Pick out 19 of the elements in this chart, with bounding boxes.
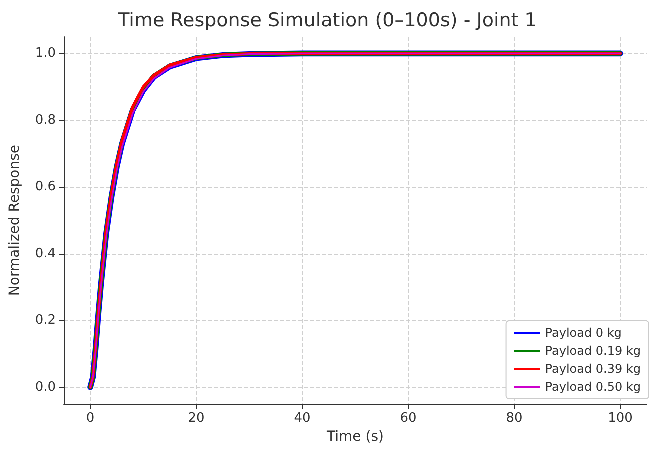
y-tick-label: 0.2 xyxy=(35,313,56,328)
x-axis-title: Time (s) xyxy=(326,429,384,445)
chart-title: Time Response Simulation (0–100s) - Joint 1 xyxy=(117,10,537,32)
y-tick-label: 0.6 xyxy=(35,180,56,195)
x-tick-label: 40 xyxy=(294,411,311,426)
y-tick-label: 0.8 xyxy=(35,112,56,128)
x-tick-label: 20 xyxy=(188,411,205,426)
x-tick-label: 60 xyxy=(400,411,417,426)
x-tick-label: 100 xyxy=(608,411,633,426)
y-tick-label: 0.0 xyxy=(35,380,56,395)
y-axis-title: Normalized Response xyxy=(7,145,23,296)
legend-label: Payload 0 kg xyxy=(545,326,622,340)
y-tick-label: 1.0 xyxy=(35,46,56,62)
x-tick-label: 80 xyxy=(506,411,523,426)
y-tick-label: 0.4 xyxy=(35,246,56,262)
legend-label: Payload 0.19 kg xyxy=(545,344,642,358)
x-tick-label: 0 xyxy=(86,411,95,426)
legend-label: Payload 0.39 kg xyxy=(545,362,642,376)
legend-label: Payload 0.50 kg xyxy=(545,380,642,394)
